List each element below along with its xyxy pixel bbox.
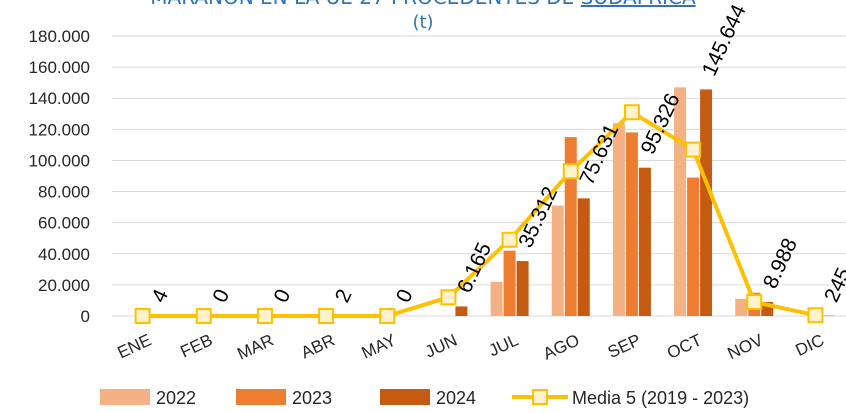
line-marker	[623, 104, 640, 121]
legend-label: 2023	[292, 388, 332, 408]
x-tick-label: JUL	[486, 330, 521, 360]
bar-2022	[612, 123, 625, 316]
y-tick-label: 20.000	[38, 276, 90, 295]
bar-2022	[490, 281, 503, 316]
y-tick-label: 60.000	[38, 214, 90, 233]
x-tick-label: AGO	[540, 330, 582, 363]
line-marker	[562, 163, 579, 180]
line-marker	[746, 294, 763, 310]
bar-2024	[638, 167, 651, 316]
data-label: 8.988	[759, 235, 802, 292]
y-tick-label: 100.000	[29, 151, 90, 170]
line-marker	[256, 308, 273, 324]
chart-title-prefix: MARAÑÓN EN LA UE 27 PROCEDENTES DE	[150, 0, 574, 9]
legend-label: 2022	[156, 388, 196, 408]
data-label: 4	[147, 286, 173, 307]
data-label: 6.165	[453, 239, 496, 296]
line-marker	[134, 308, 151, 324]
bar-2024	[455, 306, 468, 316]
bar-2024	[700, 89, 713, 317]
bar-2022	[735, 298, 748, 316]
y-tick-label: 140.000	[29, 89, 90, 108]
legend-swatch-2023	[236, 389, 286, 405]
x-tick-label: MAR	[234, 330, 276, 363]
x-tick-label: SEP	[605, 330, 644, 362]
chart-title-link[interactable]: SUDAFRICA	[581, 0, 696, 9]
data-label: 145.644	[698, 1, 751, 80]
y-tick-label: 40.000	[38, 245, 90, 264]
line-marker	[195, 308, 212, 324]
y-tick-label: 160.000	[29, 58, 90, 77]
x-tick-label: NOV	[725, 330, 767, 363]
x-tick-label: DIC	[793, 330, 828, 360]
x-tick-label: JUN	[422, 330, 460, 361]
legend-label: Media 5 (2019 - 2023)	[572, 388, 749, 408]
x-tick-label: ENE	[115, 330, 155, 362]
line-marker	[685, 141, 702, 158]
bar-2023	[687, 177, 700, 316]
line-marker	[501, 231, 518, 248]
chart-title: MARAÑÓN EN LA UE 27 PROCEDENTES DE SUDAF…	[0, 0, 846, 9]
legend-label: 2024	[436, 388, 476, 408]
chart-subtitle: (t)	[412, 12, 434, 33]
bar-2024	[516, 261, 529, 316]
bar-2023	[503, 250, 516, 316]
line-marker	[440, 289, 457, 306]
bar-2023	[625, 132, 638, 316]
x-tick-label: MAY	[359, 330, 399, 362]
x-tick-label: OCT	[664, 330, 705, 362]
bar-2024	[577, 198, 590, 316]
data-label: 0	[270, 286, 296, 306]
y-tick-label: 0	[81, 307, 90, 326]
data-label: 0	[392, 286, 418, 306]
line-marker	[379, 308, 396, 324]
data-label: 2	[331, 286, 357, 306]
x-tick-label: FEB	[177, 330, 215, 361]
line-marker	[807, 307, 824, 324]
bar-2022	[674, 87, 687, 316]
line-media5	[142, 110, 816, 318]
x-tick-label: ABR	[298, 330, 338, 362]
data-label: 0	[208, 286, 234, 306]
bar-2023	[564, 137, 577, 316]
bar-2022	[551, 205, 564, 316]
y-tick-label: 180.000	[29, 27, 90, 46]
y-tick-label: 120.000	[29, 120, 90, 139]
legend-swatch-2022	[100, 389, 150, 405]
legend-swatch-2024	[380, 389, 430, 405]
line-marker	[318, 308, 335, 324]
y-tick-label: 80.000	[38, 183, 90, 202]
legend-line-marker	[532, 389, 548, 405]
